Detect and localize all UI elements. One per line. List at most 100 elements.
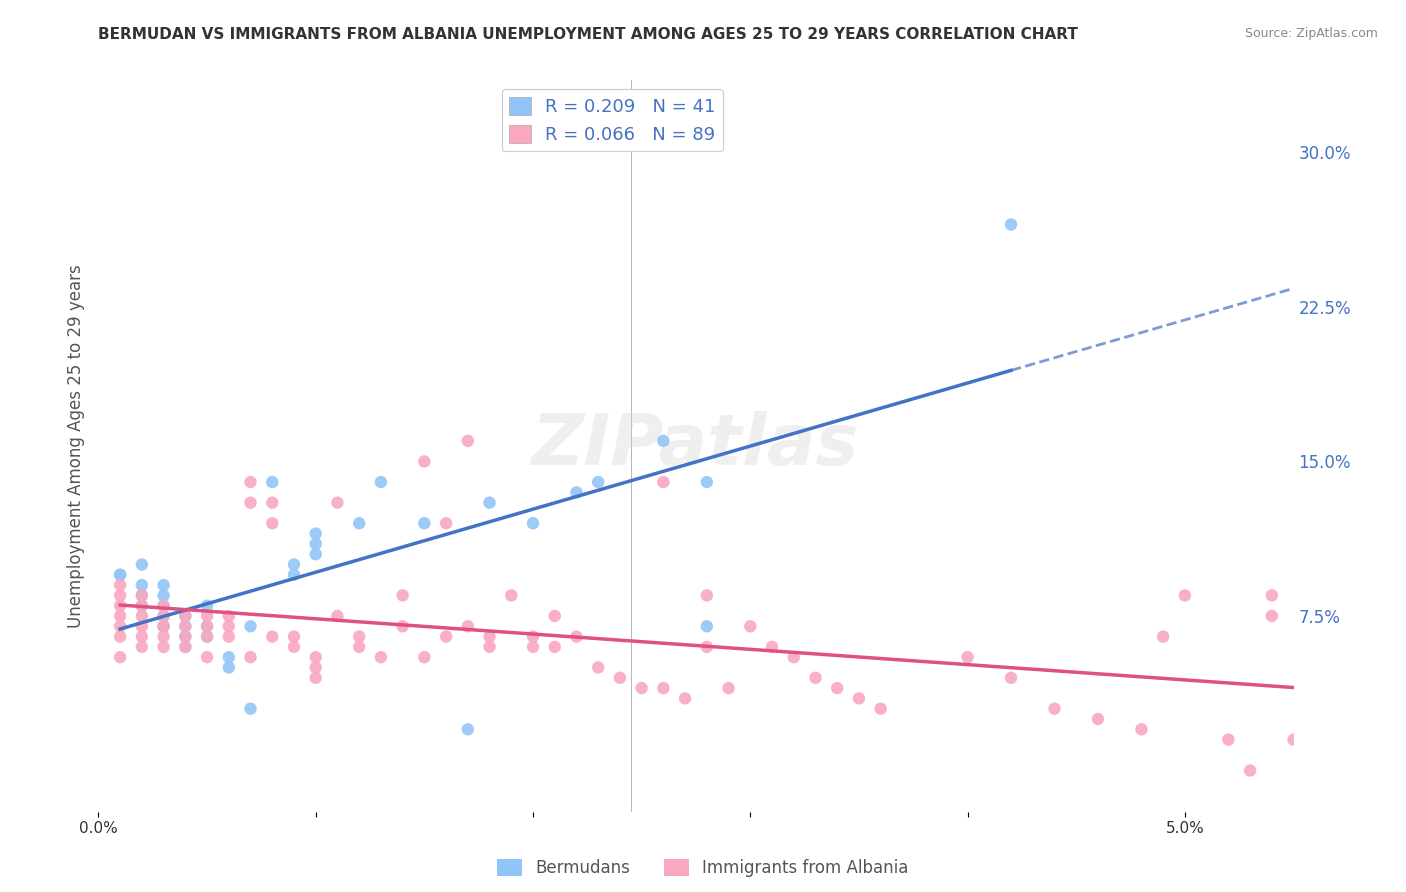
Point bbox=[131, 558, 153, 572]
Point bbox=[804, 671, 827, 685]
Point bbox=[195, 599, 218, 613]
Point bbox=[457, 619, 479, 633]
Point bbox=[370, 475, 392, 489]
Text: BERMUDAN VS IMMIGRANTS FROM ALBANIA UNEMPLOYMENT AMONG AGES 25 TO 29 YEARS CORRE: BERMUDAN VS IMMIGRANTS FROM ALBANIA UNEM… bbox=[98, 27, 1078, 42]
Point bbox=[283, 558, 305, 572]
Point bbox=[305, 537, 328, 551]
Point bbox=[347, 640, 370, 654]
Point bbox=[1261, 609, 1284, 624]
Point bbox=[152, 640, 174, 654]
Point bbox=[630, 681, 652, 695]
Point bbox=[218, 630, 240, 644]
Point bbox=[848, 691, 870, 706]
Text: ZIPatlas: ZIPatlas bbox=[533, 411, 859, 481]
Point bbox=[152, 588, 174, 602]
Point bbox=[565, 630, 588, 644]
Point bbox=[1000, 218, 1022, 232]
Point bbox=[1239, 764, 1261, 778]
Point bbox=[152, 609, 174, 624]
Point bbox=[131, 599, 153, 613]
Point bbox=[586, 660, 609, 674]
Point bbox=[457, 434, 479, 448]
Point bbox=[108, 578, 131, 592]
Point bbox=[305, 660, 328, 674]
Point bbox=[152, 609, 174, 624]
Point bbox=[825, 681, 848, 695]
Point bbox=[305, 526, 328, 541]
Point bbox=[586, 475, 609, 489]
Point bbox=[869, 702, 891, 716]
Point bbox=[652, 434, 675, 448]
Point bbox=[174, 609, 197, 624]
Point bbox=[283, 567, 305, 582]
Point bbox=[478, 496, 501, 510]
Point bbox=[370, 650, 392, 665]
Point bbox=[218, 650, 240, 665]
Point bbox=[239, 650, 262, 665]
Point bbox=[696, 640, 718, 654]
Legend: R = 0.209   N = 41, R = 0.066   N = 89: R = 0.209 N = 41, R = 0.066 N = 89 bbox=[502, 89, 723, 152]
Point bbox=[544, 609, 567, 624]
Point bbox=[652, 475, 675, 489]
Point bbox=[152, 599, 174, 613]
Point bbox=[195, 630, 218, 644]
Point bbox=[413, 454, 436, 468]
Point bbox=[174, 640, 197, 654]
Point bbox=[305, 650, 328, 665]
Point bbox=[434, 630, 457, 644]
Point bbox=[174, 609, 197, 624]
Point bbox=[501, 588, 523, 602]
Point bbox=[152, 619, 174, 633]
Point bbox=[152, 578, 174, 592]
Point bbox=[195, 650, 218, 665]
Point bbox=[131, 599, 153, 613]
Point bbox=[1282, 732, 1305, 747]
Point bbox=[761, 640, 783, 654]
Point bbox=[956, 650, 979, 665]
Point bbox=[218, 609, 240, 624]
Point bbox=[478, 630, 501, 644]
Point bbox=[1218, 732, 1240, 747]
Y-axis label: Unemployment Among Ages 25 to 29 years: Unemployment Among Ages 25 to 29 years bbox=[66, 264, 84, 628]
Point bbox=[195, 619, 218, 633]
Point bbox=[262, 496, 284, 510]
Point bbox=[326, 609, 349, 624]
Point bbox=[413, 650, 436, 665]
Point bbox=[239, 475, 262, 489]
Point bbox=[740, 619, 762, 633]
Point bbox=[305, 671, 328, 685]
Point bbox=[131, 630, 153, 644]
Point bbox=[195, 619, 218, 633]
Point bbox=[391, 619, 413, 633]
Point bbox=[131, 588, 153, 602]
Point bbox=[326, 496, 349, 510]
Point bbox=[1087, 712, 1109, 726]
Point bbox=[108, 599, 131, 613]
Point bbox=[174, 630, 197, 644]
Point bbox=[195, 630, 218, 644]
Point bbox=[1000, 671, 1022, 685]
Point bbox=[434, 516, 457, 531]
Point bbox=[717, 681, 740, 695]
Legend: Bermudans, Immigrants from Albania: Bermudans, Immigrants from Albania bbox=[491, 852, 915, 884]
Point bbox=[283, 640, 305, 654]
Point bbox=[522, 640, 544, 654]
Point bbox=[696, 475, 718, 489]
Point bbox=[783, 650, 806, 665]
Point bbox=[108, 567, 131, 582]
Point bbox=[131, 609, 153, 624]
Point bbox=[239, 496, 262, 510]
Point bbox=[262, 516, 284, 531]
Point bbox=[174, 630, 197, 644]
Point bbox=[195, 609, 218, 624]
Point bbox=[174, 640, 197, 654]
Point bbox=[413, 516, 436, 531]
Point bbox=[152, 599, 174, 613]
Point bbox=[1152, 630, 1174, 644]
Point bbox=[1130, 723, 1153, 737]
Point bbox=[347, 630, 370, 644]
Point bbox=[239, 702, 262, 716]
Point bbox=[152, 619, 174, 633]
Point bbox=[522, 630, 544, 644]
Point bbox=[131, 640, 153, 654]
